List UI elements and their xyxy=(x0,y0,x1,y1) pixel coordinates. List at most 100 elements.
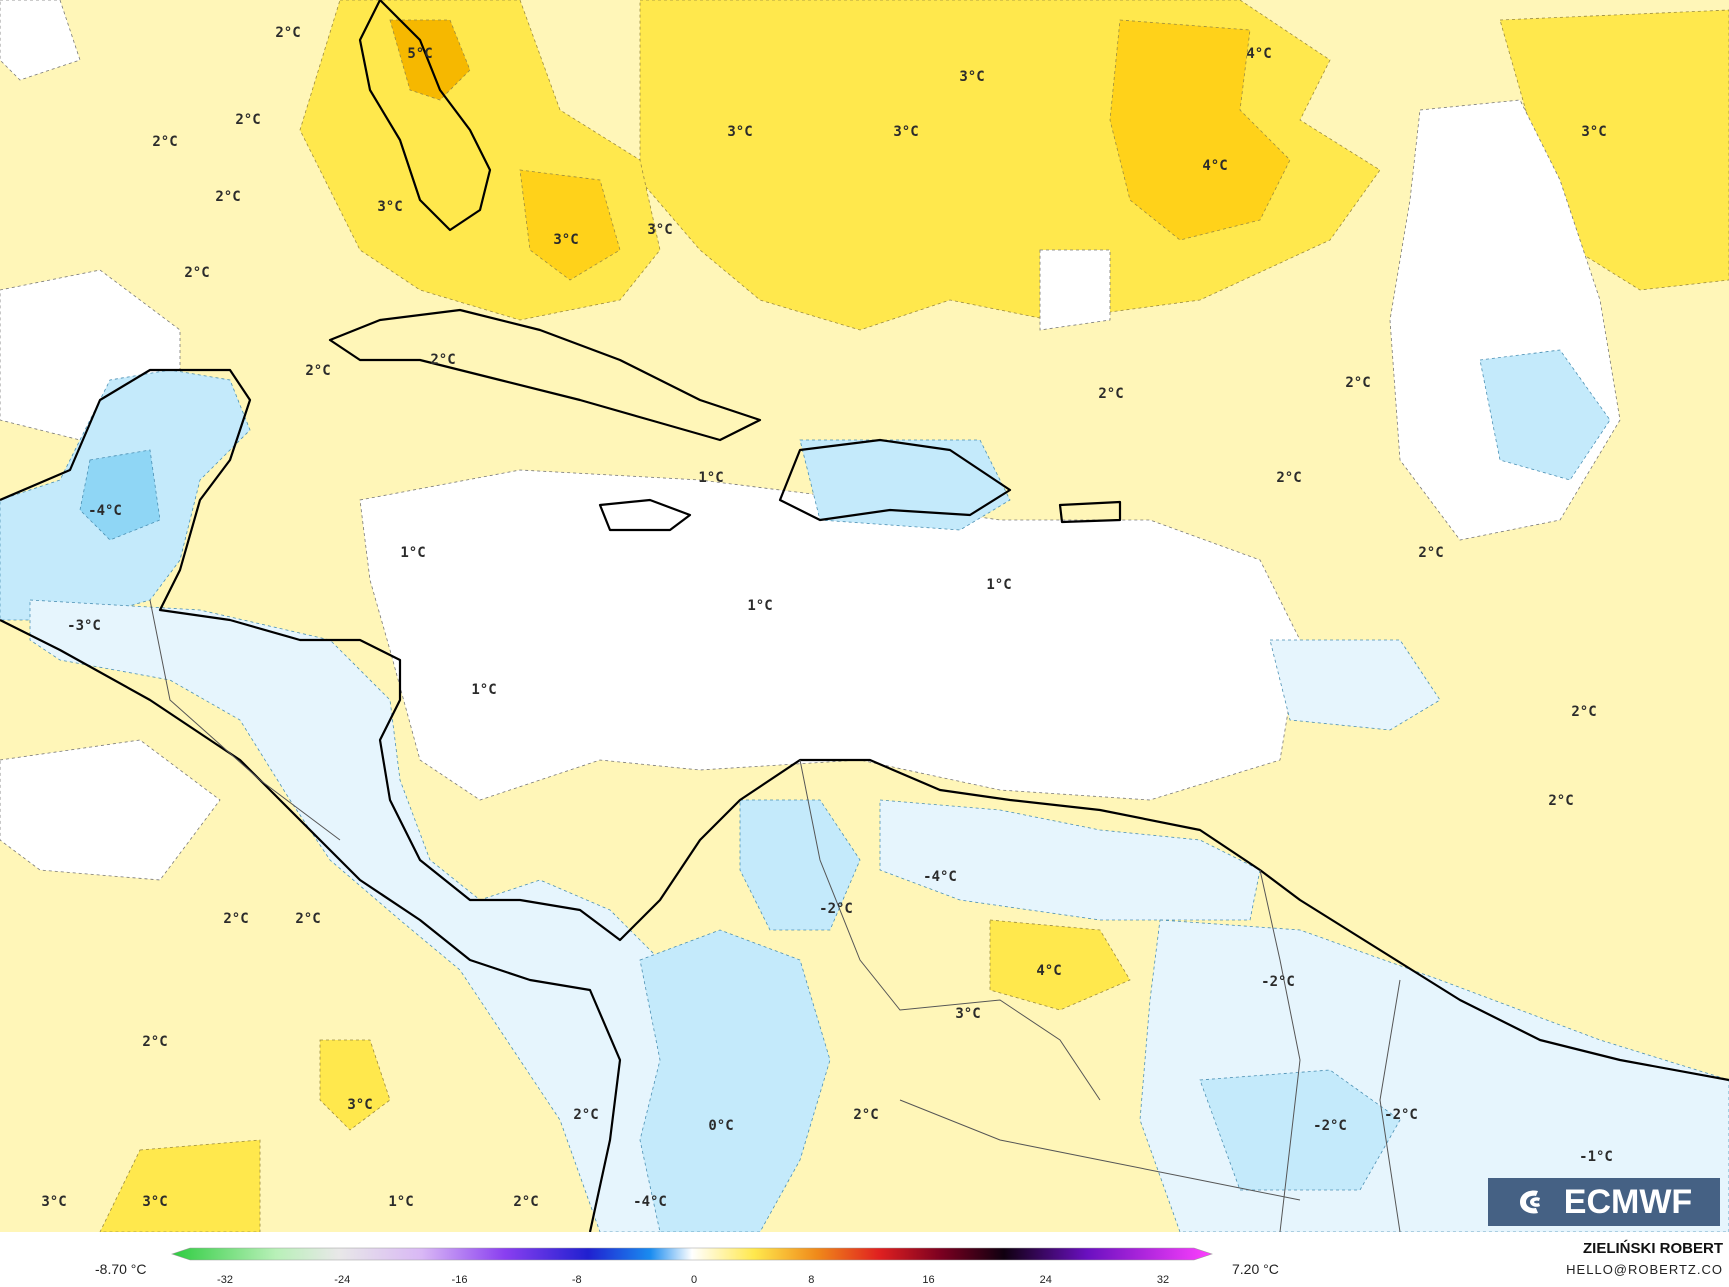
temperature-anomaly-map xyxy=(0,0,1729,1232)
temperature-label: 2°C xyxy=(1345,375,1371,391)
cool-zone-hispaniola xyxy=(799,439,1011,531)
temperature-label: 3°C xyxy=(377,199,403,215)
temperature-label: 3°C xyxy=(142,1194,168,1210)
temperature-label: 2°C xyxy=(184,265,210,281)
temperature-label: 3°C xyxy=(959,69,985,85)
coastlines xyxy=(0,0,1729,1232)
temperature-label: 4°C xyxy=(1246,46,1272,62)
border-guyana xyxy=(1259,869,1301,1232)
temperature-label: -2°C xyxy=(1313,1118,1347,1134)
border-venezuela-colombia xyxy=(799,759,1101,1101)
temperature-label: 3°C xyxy=(893,124,919,140)
cool-zone-atlantic-east xyxy=(1479,349,1611,481)
temperature-label: -4°C xyxy=(633,1194,667,1210)
temperature-label: 2°C xyxy=(430,352,456,368)
legend-bar: -32 -24 -16 -8 0 8 16 24 32 xyxy=(0,1232,1729,1287)
coastline-cuba xyxy=(328,308,762,442)
temperature-label: 2°C xyxy=(142,1034,168,1050)
author-email: HELLO@ROBERTZ.CO xyxy=(1566,1262,1723,1277)
temperature-label: 2°C xyxy=(1418,545,1444,561)
cool-zone-central-america xyxy=(29,599,701,1232)
coastline-jamaica xyxy=(598,498,692,532)
temperature-label: 1°C xyxy=(747,598,773,614)
scale-tick-label: 16 xyxy=(922,1274,935,1286)
temperature-label: 1°C xyxy=(388,1194,414,1210)
temperature-label: 2°C xyxy=(305,363,331,379)
temperature-label: 2°C xyxy=(1571,704,1597,720)
temperature-label: -2°C xyxy=(819,901,853,917)
temperature-label: 3°C xyxy=(553,232,579,248)
warm-zone-southwest xyxy=(99,1139,261,1232)
color-scale xyxy=(171,1247,1213,1261)
temperature-label: -4°C xyxy=(88,503,122,519)
logo-text: ECMWF xyxy=(1563,1182,1693,1221)
temperature-label: -3°C xyxy=(67,618,101,634)
scale-min-label: -8.70 °C xyxy=(95,1261,147,1277)
temperature-label: 1°C xyxy=(986,577,1012,593)
warm-zone-venezuela xyxy=(989,919,1131,1011)
border-central-america xyxy=(149,599,341,841)
cool-zone-lesser-antilles xyxy=(1269,639,1441,731)
temperature-label: 2°C xyxy=(275,25,301,41)
temperature-label: 2°C xyxy=(235,112,261,128)
temperature-label: 2°C xyxy=(1548,793,1574,809)
coastline-hispaniola xyxy=(778,438,1012,522)
cool-zone-andes xyxy=(639,929,831,1232)
scale-tick-label: 32 xyxy=(1156,1274,1170,1286)
warm-zone-bahamas xyxy=(519,169,621,281)
cool-zone-yucatan-core xyxy=(79,449,161,541)
author-name: ZIELIŃSKI ROBERT xyxy=(1582,1240,1723,1257)
temperature-label: 4°C xyxy=(1036,963,1062,979)
temperature-label: 2°C xyxy=(295,911,321,927)
temperature-label: 3°C xyxy=(1581,124,1607,140)
neutral-zone-pacific xyxy=(0,739,221,881)
ecmwf-logo: ECMWF xyxy=(1488,1178,1720,1226)
scale-max-label: 7.20 °C xyxy=(1232,1261,1279,1277)
temperature-label: 2°C xyxy=(513,1194,539,1210)
temperature-label: -1°C xyxy=(1579,1149,1613,1165)
temperature-label: 2°C xyxy=(853,1107,879,1123)
border-brazil xyxy=(899,1099,1301,1201)
temperature-label: 2°C xyxy=(152,134,178,150)
cool-zone-venezuela-coast xyxy=(879,799,1261,921)
ecmwf-swirl-icon xyxy=(1519,1190,1540,1214)
coastline-florida xyxy=(358,0,492,232)
temperature-label: 3°C xyxy=(727,124,753,140)
temperature-label: 2°C xyxy=(223,911,249,927)
temperature-label: -2°C xyxy=(1261,974,1295,990)
cool-zone-colombia-north xyxy=(739,799,861,931)
coastline-puerto-rico xyxy=(1058,500,1122,524)
neutral-zone-atlantic-northeast xyxy=(1039,249,1111,331)
scale-tick-label: 0 xyxy=(690,1274,698,1286)
temperature-label: -4°C xyxy=(923,869,957,885)
scale-tick-label: -8 xyxy=(571,1274,582,1286)
neutral-zones xyxy=(0,0,1621,881)
temperature-label: 2°C xyxy=(215,189,241,205)
scale-tick-label: -24 xyxy=(334,1274,351,1286)
temperature-label: 3°C xyxy=(647,222,673,238)
scale-tick-label: -16 xyxy=(451,1274,468,1286)
coastline-yucatan xyxy=(0,368,1729,1082)
temperature-label: 4°C xyxy=(1202,158,1228,174)
scale-tick-label: -32 xyxy=(217,1274,233,1286)
border-suriname xyxy=(1379,979,1401,1232)
warm-anomaly-zones xyxy=(99,0,1729,1232)
temperature-label: 3°C xyxy=(347,1097,373,1113)
temperature-label: 2°C xyxy=(1098,386,1124,402)
temperature-label: -2°C xyxy=(1384,1107,1418,1123)
country-borders xyxy=(149,599,1401,1232)
temperature-label: 2°C xyxy=(1276,470,1302,486)
temperature-label: 0°C xyxy=(708,1118,734,1134)
scale-tick-label: 8 xyxy=(808,1274,815,1286)
warm-zone-pacific xyxy=(319,1039,391,1131)
temperature-label: 3°C xyxy=(955,1006,981,1022)
coastline-pacific xyxy=(0,619,622,1232)
temperature-label: 3°C xyxy=(41,1194,67,1210)
temperature-label: 5°C xyxy=(407,46,433,62)
neutral-zone-gulf xyxy=(0,0,81,81)
temperature-label: 2°C xyxy=(573,1107,599,1123)
temperature-label: 1°C xyxy=(471,682,497,698)
cool-zone-guianas-core xyxy=(1199,1069,1401,1191)
warm-zone-atlantic-core xyxy=(1109,19,1291,241)
color-scale-bar xyxy=(171,1247,1213,1261)
